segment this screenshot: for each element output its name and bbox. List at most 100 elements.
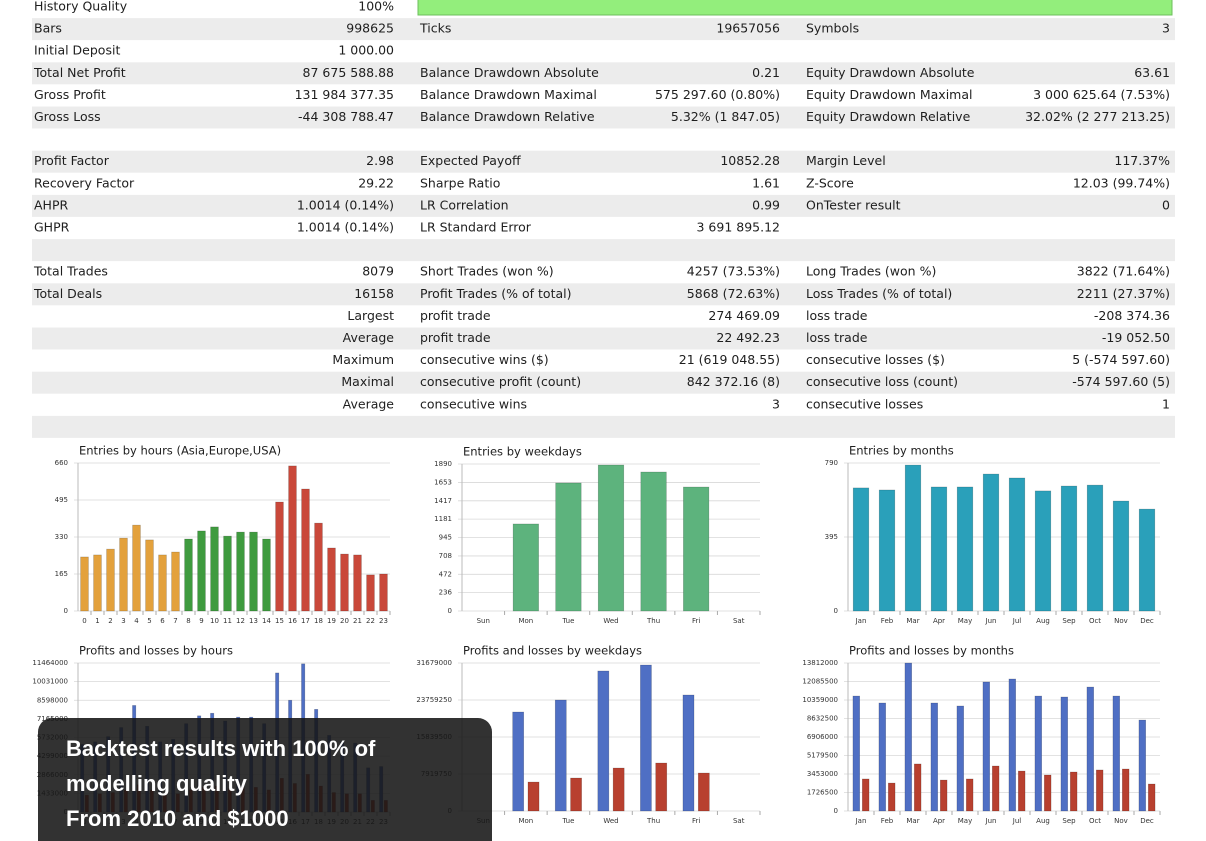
bar (340, 553, 349, 612)
x-tick-label: 0 (82, 617, 86, 625)
cell-value: 1.61 (752, 175, 780, 190)
cell-value: Largest (347, 308, 394, 323)
bar (119, 537, 128, 612)
cell-label: Long Trades (won %) (806, 264, 936, 279)
cell-label: Bars (34, 21, 62, 36)
cell-value: 1.0014 (0.14%) (297, 197, 394, 212)
chart-title: Profits and losses by months (849, 644, 1014, 658)
y-tick-label: 3453000 (807, 770, 838, 778)
y-tick-label: 8598000 (37, 696, 68, 704)
bar (379, 573, 388, 612)
y-tick-label: 660 (55, 459, 68, 467)
chart-title: Profits and losses by weekdays (463, 644, 642, 658)
cell-value: 0.21 (752, 65, 780, 80)
x-tick-label: Thu (646, 817, 660, 825)
y-tick-label: 23759250 (416, 696, 452, 704)
x-tick-label: 3 (121, 617, 125, 625)
row-background (32, 327, 1175, 350)
cell-value: 1.0014 (0.14%) (297, 220, 394, 235)
x-tick-label: Fri (692, 617, 700, 625)
cell-label: Gross Loss (34, 109, 101, 124)
cell-label: loss trade (806, 330, 868, 345)
cell-value: 575 297.60 (0.80%) (655, 87, 780, 102)
bar (852, 695, 861, 812)
x-tick-label: Feb (881, 617, 894, 625)
chart-title: Profits and losses by hours (79, 644, 233, 658)
chart-title: Entries by months (849, 444, 954, 458)
bar (878, 489, 896, 612)
bar (527, 781, 540, 812)
x-tick-label: Tue (561, 617, 574, 625)
cell-value: 3 (772, 396, 780, 411)
bar (982, 473, 1000, 612)
bar (1138, 508, 1156, 612)
y-tick-label: 6906000 (807, 733, 838, 741)
y-tick-label: 1181 (434, 515, 452, 523)
cell-value: 100% (358, 0, 394, 14)
x-tick-label: 19 (327, 617, 336, 625)
bar (93, 554, 102, 612)
cell-label: AHPR (34, 197, 68, 212)
bar (597, 670, 610, 812)
x-tick-label: Sep (1062, 817, 1076, 825)
cell-label: consecutive loss (count) (806, 374, 958, 389)
x-tick-label: Nov (1114, 817, 1128, 825)
cell-label: Short Trades (won %) (420, 264, 554, 279)
bar (275, 501, 284, 612)
cell-value: 2.98 (366, 153, 394, 168)
cell-label: LR Correlation (420, 197, 509, 212)
x-tick-label: 23 (379, 617, 388, 625)
cell-value: -574 597.60 (5) (1072, 374, 1170, 389)
cell-value: 5 (-574 597.60) (1072, 352, 1170, 367)
y-tick-label: 10031000 (32, 678, 68, 686)
row-background (32, 150, 1175, 173)
bar (366, 574, 375, 612)
bar (223, 535, 232, 612)
bar (904, 464, 922, 612)
cell-value: 1 (1162, 396, 1170, 411)
cell-label: Profit Factor (34, 153, 110, 168)
cell-label: Equity Drawdown Absolute (806, 65, 975, 80)
bar (210, 526, 219, 612)
x-tick-label: Dec (1140, 817, 1154, 825)
bar (327, 547, 336, 612)
bar (852, 487, 870, 612)
caption-box (38, 718, 492, 841)
x-tick-label: Sat (733, 617, 745, 625)
chart-title: Entries by hours (Asia,Europe,USA) (79, 444, 281, 458)
bar (887, 782, 896, 812)
y-tick-label: 11464000 (32, 659, 68, 667)
table-cells: History Quality 100% Bars 998625 Ticks 196570… (33, 0, 1170, 411)
cell-value: 131 984 377.35 (295, 87, 394, 102)
x-tick-label: 6 (160, 617, 165, 625)
row-background (32, 194, 1175, 217)
bar (1060, 696, 1068, 812)
x-tick-label: Apr (933, 617, 945, 625)
cell-label: Gross Profit (34, 87, 106, 102)
cell-value: 10852.28 (720, 153, 780, 168)
cell-value: 2211 (27.37%) (1077, 286, 1170, 301)
cell-value: 19657056 (716, 21, 780, 36)
bar (554, 699, 567, 812)
cell-label: Expected Payoff (420, 153, 521, 168)
x-tick-label: Jun (985, 617, 997, 625)
x-tick-label: Jul (1012, 617, 1022, 625)
bar (597, 464, 625, 612)
x-tick-label: Fri (692, 817, 700, 825)
bar (197, 530, 206, 612)
bar (982, 681, 991, 812)
x-tick-label: Thu (646, 617, 660, 625)
bar (1112, 695, 1120, 812)
bar (1148, 783, 1156, 812)
bar (301, 488, 310, 612)
cell-value: 4257 (73.53%) (687, 264, 780, 279)
x-tick-label: 20 (340, 617, 349, 625)
x-tick-label: 8 (186, 617, 190, 625)
cell-label: consecutive wins ($) (420, 352, 549, 367)
bar (930, 702, 939, 812)
bar (991, 765, 1000, 812)
bar (1017, 770, 1026, 812)
cell-value: 87 675 588.88 (303, 65, 394, 80)
y-tick-label: 790 (825, 459, 838, 467)
y-tick-label: 1890 (434, 460, 452, 468)
